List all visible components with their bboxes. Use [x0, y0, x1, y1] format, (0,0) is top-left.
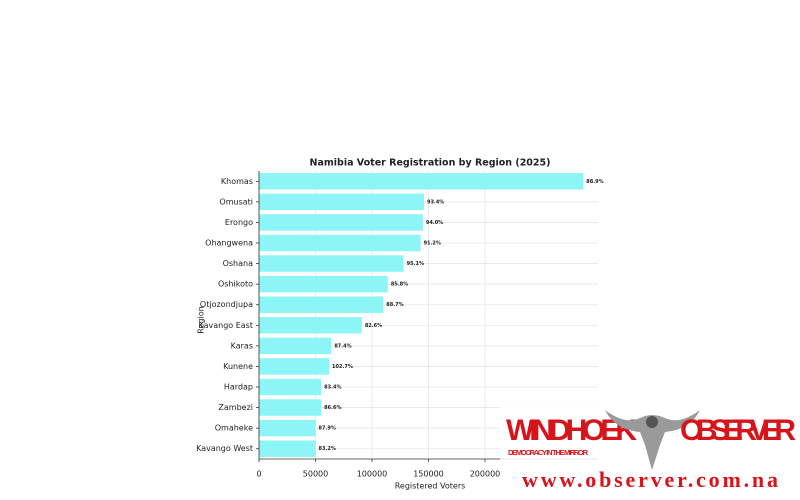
- plot-area: 0 50000 100000 150000 200000 Khomas 88.9% Omusa…: [196, 171, 604, 479]
- bar-label: 86.6%: [324, 405, 341, 411]
- bar-label: 87.4%: [334, 343, 351, 349]
- x-tick-label: 0: [256, 470, 261, 479]
- x-tick-label: 200000: [470, 470, 501, 479]
- y-tick-label: Kunene: [223, 362, 253, 371]
- bar: [259, 234, 421, 252]
- bar: [259, 193, 424, 211]
- bar: [259, 214, 423, 231]
- bar: [259, 399, 322, 416]
- bar-label: 85.8%: [391, 282, 408, 288]
- y-tick-label: Oshana: [223, 259, 254, 268]
- y-tick-label: Hardap: [224, 383, 253, 392]
- bar: [259, 419, 316, 437]
- y-tick-label: Karas: [231, 341, 253, 350]
- bar: [259, 317, 362, 334]
- y-tick-label: Ohangwena: [205, 239, 253, 248]
- y-tick-label: Kavango West: [196, 444, 253, 453]
- bar-label: 82.6%: [365, 323, 382, 329]
- bar-label: 83.4%: [324, 385, 341, 391]
- bar: [259, 173, 584, 190]
- x-axis-label: Registered Voters: [395, 482, 466, 491]
- y-tick-label: Zambezi: [218, 403, 253, 412]
- eagle-emblem: [605, 410, 700, 470]
- y-tick-label: Omaheke: [215, 424, 253, 433]
- bar: [259, 275, 388, 293]
- y-axis-label: Region: [197, 306, 206, 333]
- bar: [259, 378, 322, 396]
- bar-label: 102.7%: [332, 364, 353, 370]
- bar-label: 88.7%: [386, 302, 403, 308]
- bar: [259, 440, 316, 457]
- y-tick-label: Erongo: [225, 218, 253, 227]
- bar-label: 83.2%: [319, 446, 336, 452]
- watermark: WINDHOEK OBSERVER DEMOCRACY IN THE MIRRO…: [500, 402, 800, 498]
- x-tick-label: 100000: [357, 470, 388, 479]
- x-tick-label: 50000: [303, 470, 328, 479]
- bar-label: 91.2%: [424, 241, 441, 247]
- bar: [259, 358, 330, 375]
- chart-title: Namibia Voter Registration by Region (20…: [310, 158, 551, 169]
- bar: [259, 255, 404, 272]
- x-tick-label: 150000: [413, 470, 444, 479]
- watermark-slogan: DEMOCRACY IN THE MIRROR: [508, 448, 589, 457]
- watermark-url: www.observer.com.na: [522, 467, 778, 492]
- y-tick-label: Oshikoto: [218, 280, 253, 289]
- bar-label: 95.1%: [407, 261, 424, 267]
- bar: [259, 296, 384, 313]
- y-tick-label: Omusati: [219, 197, 253, 206]
- y-tick-label: Otjozondjupa: [200, 300, 253, 309]
- bar-label: 87.9%: [319, 426, 336, 432]
- bar-label: 88.9%: [586, 179, 603, 185]
- y-tick-label: Kavango East: [199, 321, 254, 330]
- bar-label: 94.0%: [426, 220, 443, 226]
- watermark-name-right: OBSERVER: [680, 414, 796, 447]
- y-tick-label: Khomas: [221, 177, 253, 186]
- bar: [259, 337, 332, 355]
- bar-label: 93.4%: [427, 199, 444, 205]
